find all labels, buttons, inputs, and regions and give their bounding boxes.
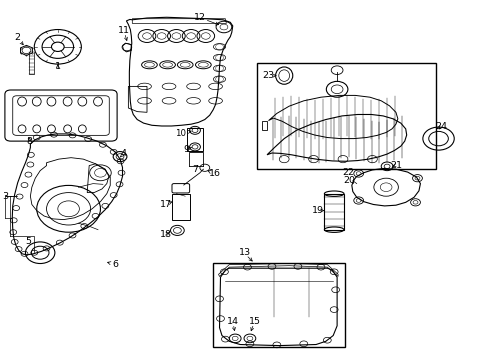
Text: 14: 14 <box>227 317 239 325</box>
Bar <box>172 194 190 220</box>
Text: 20: 20 <box>343 176 355 185</box>
Text: 9: 9 <box>183 145 189 154</box>
Text: 18: 18 <box>160 230 172 239</box>
Text: 12: 12 <box>194 13 206 22</box>
Text: 1: 1 <box>55 62 61 71</box>
Text: 13: 13 <box>239 248 251 257</box>
Text: 5: 5 <box>25 238 31 246</box>
Text: 24: 24 <box>435 122 447 131</box>
Text: 16: 16 <box>209 169 221 178</box>
Text: 22: 22 <box>342 168 354 177</box>
Bar <box>324 194 344 230</box>
Text: 17: 17 <box>160 200 172 209</box>
Text: 7: 7 <box>192 165 198 174</box>
Bar <box>213 263 345 347</box>
Text: 4: 4 <box>121 149 126 158</box>
Text: 10: 10 <box>175 129 186 138</box>
Text: 11: 11 <box>118 26 129 35</box>
Text: 15: 15 <box>249 317 261 325</box>
Bar <box>257 63 436 169</box>
Text: 3: 3 <box>2 192 8 201</box>
Text: 8: 8 <box>26 136 32 145</box>
Text: 21: 21 <box>390 161 402 170</box>
Text: 19: 19 <box>312 206 323 215</box>
Text: 23: 23 <box>263 71 274 80</box>
Bar <box>187 128 203 151</box>
Text: 2: 2 <box>14 33 20 42</box>
Text: 6: 6 <box>112 260 118 269</box>
